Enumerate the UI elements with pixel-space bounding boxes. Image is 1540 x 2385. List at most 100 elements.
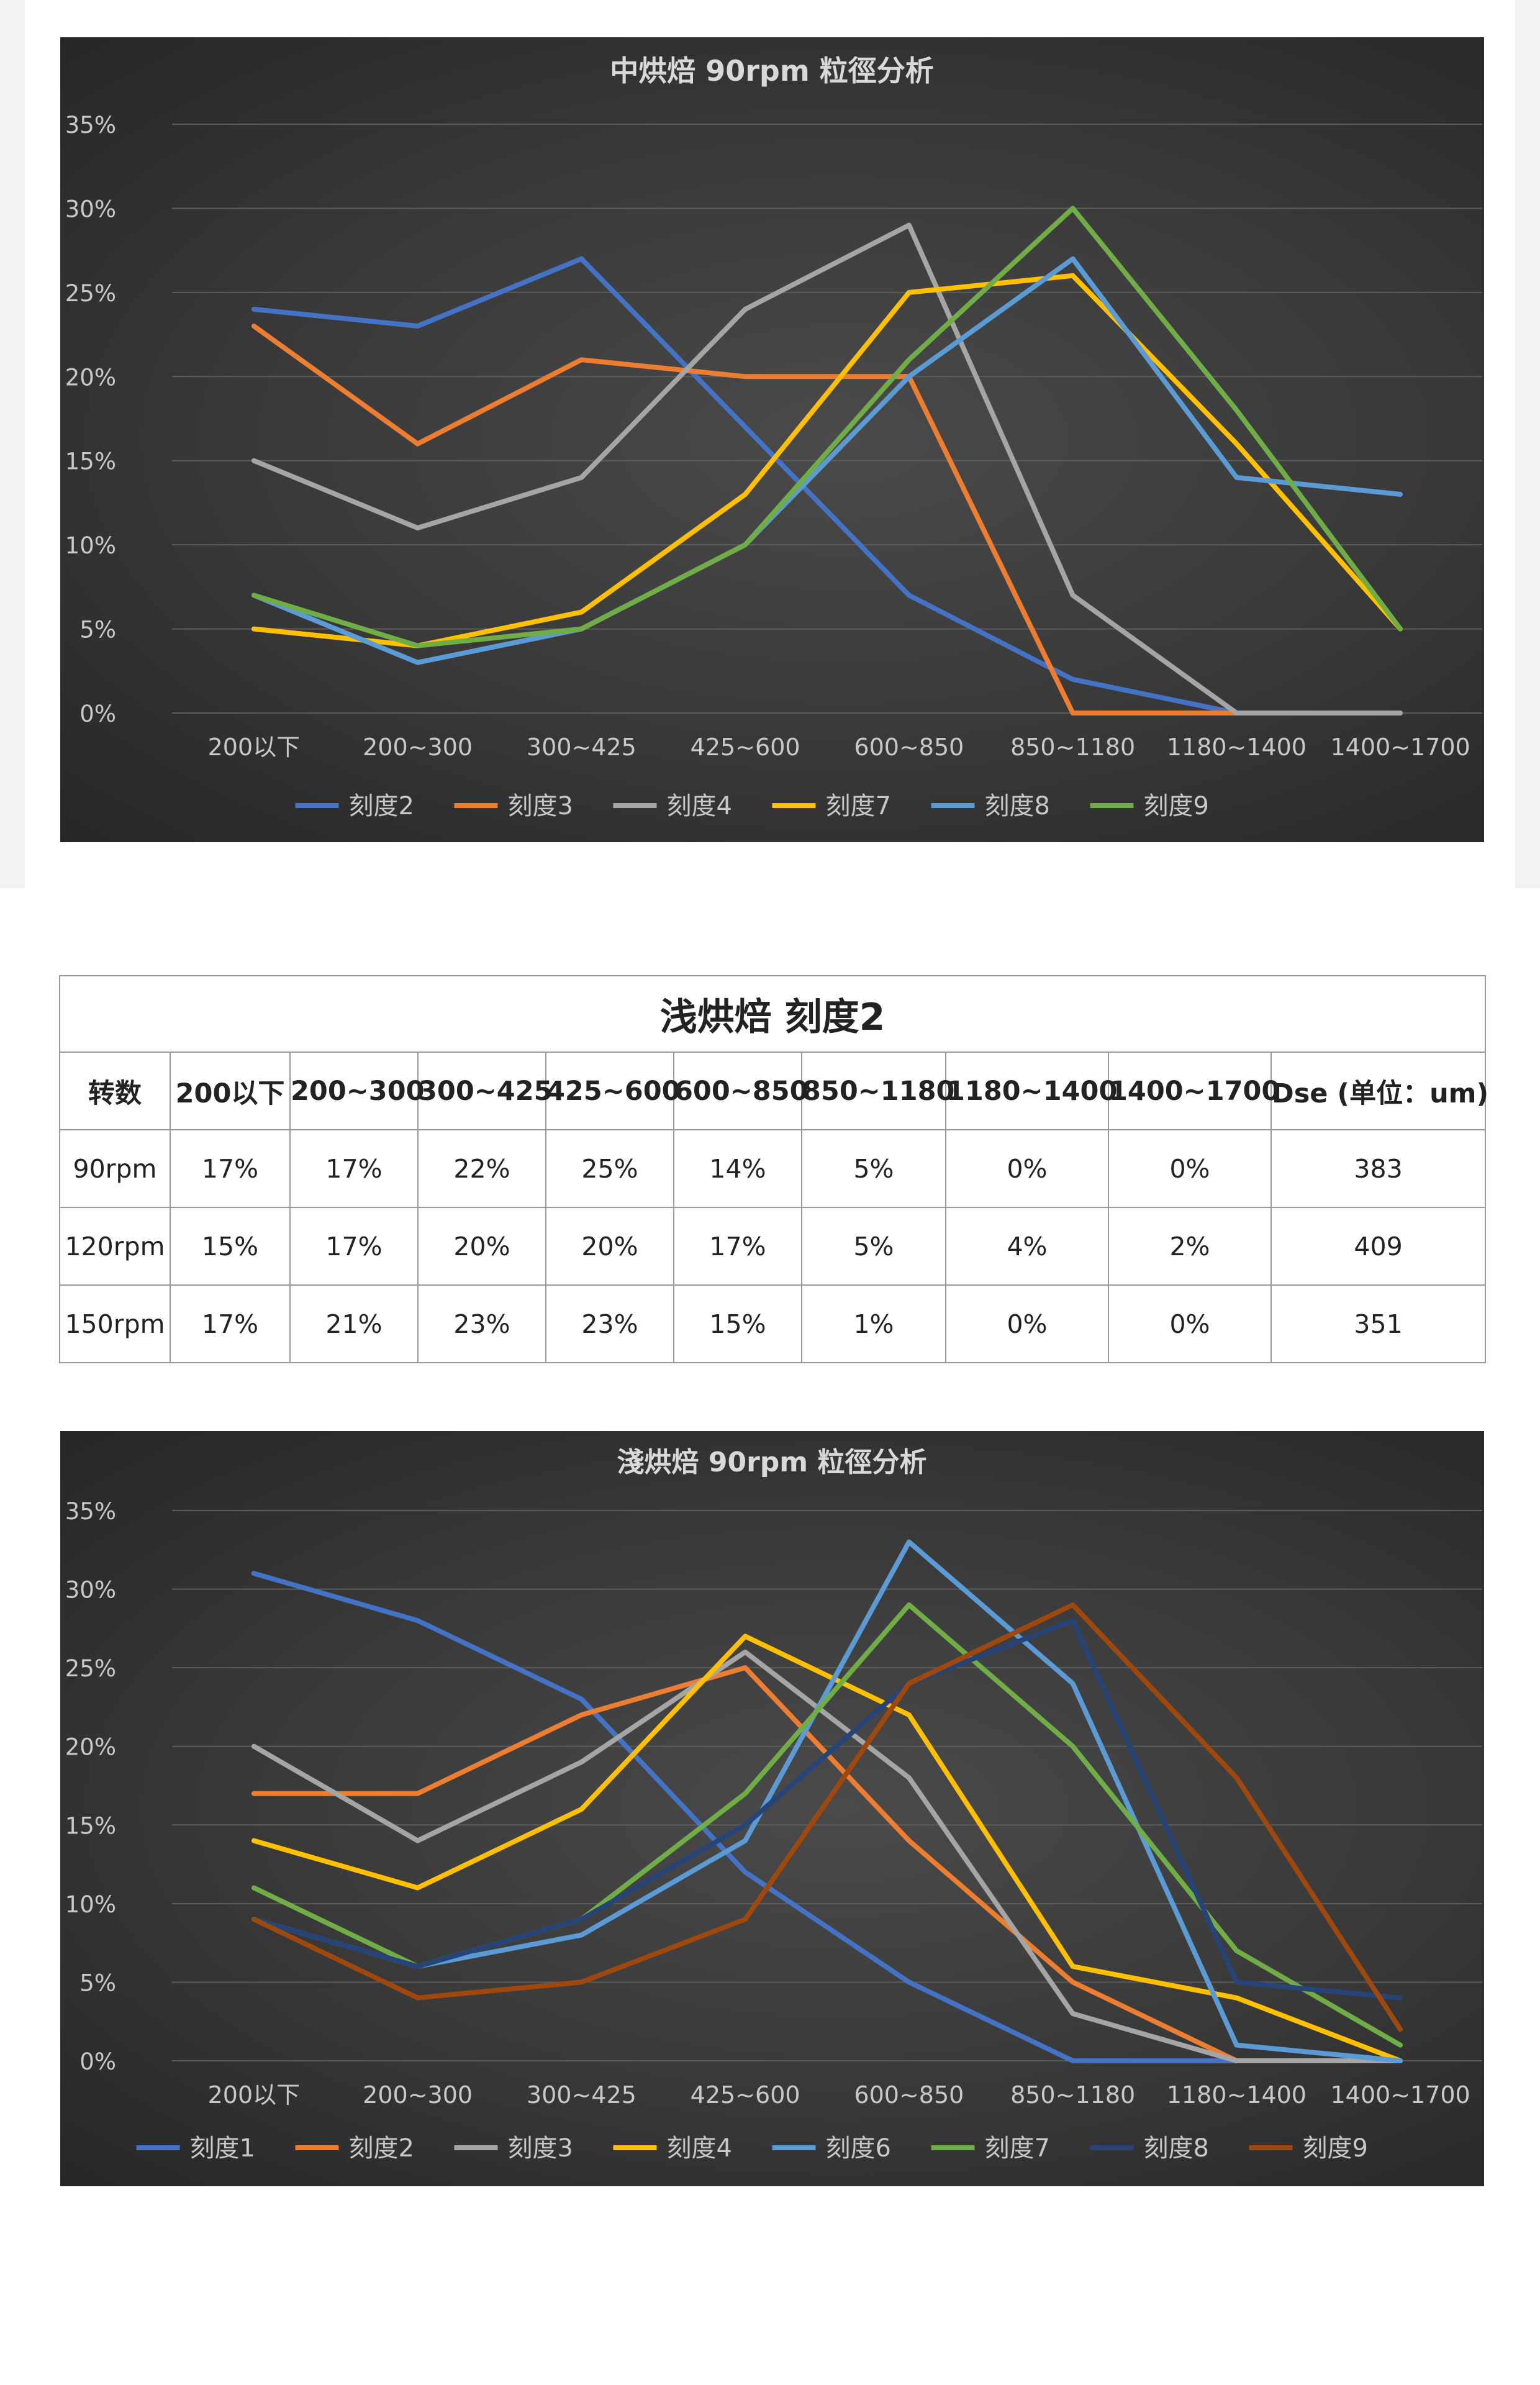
light-roast-chart-x-tick-label: 850~1180 [1010,2081,1135,2109]
table-cell: 15% [170,1207,291,1286]
medium-roast-chart-series-line [251,222,1403,716]
medium-roast-chart-legend-label: 刻度2 [349,792,414,820]
medium-roast-chart-x-tick-label: 1180~1400 [1167,734,1307,761]
light-roast-chart-legend-label: 刻度1 [190,2134,255,2163]
medium-roast-chart-y-tick-label: 15% [65,448,116,475]
medium-roast-chart-y-tick-label: 30% [65,196,116,222]
medium-roast-chart-legend-label: 刻度7 [826,792,891,820]
medium-roast-chart-svg: 中烘焙 90rpm 粒徑分析 0% 5% 10% 15% 20% 25% 30% 35% 200… [65,54,1482,820]
light-roast-chart-y-tick-label: 0% [79,2048,116,2075]
table-cell: 5% [801,1129,946,1208]
medium-roast-chart-y-tick-label: 0% [79,701,116,727]
table-column-header: 1180~1400 [945,1052,1117,1130]
table-cell: 21% [289,1284,419,1363]
table-cell: 5% [801,1207,946,1286]
light-roast-chart-y-tick-label: 25% [65,1655,116,1682]
table-cell: 0% [945,1284,1109,1363]
medium-roast-chart-x-tick-label: 425~600 [691,734,800,761]
table-cell: 14% [673,1129,802,1208]
table-title: 浅烘焙 刻度2 [58,975,1487,1053]
light-roast-chart-series-line [251,1633,1403,2063]
light-roast-chart-series-line [251,1665,1403,2063]
light-roast-chart-y-tick-label: 10% [65,1891,116,1918]
light-roast-chart-x-tick-label: 425~600 [691,2081,800,2109]
table-cell: 20% [417,1207,546,1286]
light-roast-chart-y-tick-label: 15% [65,1812,116,1839]
table-cell: 351 [1270,1284,1487,1363]
medium-roast-chart-legend-label: 刻度3 [508,792,573,820]
light-roast-chart-legend-label: 刻度9 [1303,2134,1368,2163]
medium-roast-chart-y-tick-label: 10% [65,532,116,559]
medium-roast-chart-x-tick-label: 850~1180 [1010,734,1135,761]
light-roast-chart-x-tick-label: 300~425 [527,2081,636,2109]
light-roast-chart-y-tick-label: 20% [65,1734,116,1761]
table-cell: 17% [673,1207,802,1286]
table-cell: 0% [945,1129,1109,1208]
light-roast-chart-title: 淺烘焙 90rpm 粒徑分析 [617,1447,927,1478]
light-roast-chart-legend-label: 刻度8 [1144,2134,1209,2163]
table-cell: 120rpm [59,1207,171,1286]
light-roast-chart-y-tick-label: 30% [65,1577,116,1604]
light-roast-chart-series-line [251,1602,1403,2032]
table-cell: 4% [945,1207,1109,1286]
medium-roast-chart-legend-label: 刻度9 [1144,792,1209,820]
medium-roast-chart-x-tick-label: 300~425 [527,734,636,761]
medium-roast-chart-y-tick-label: 5% [79,617,116,643]
light-roast-table: 浅烘焙 刻度2 转数 200以下 200~300 300~425 425~600 600~… [58,975,1488,1363]
table-cell: 150rpm [59,1284,171,1363]
table-column-header: 425~600 [545,1052,681,1130]
table-cell: 23% [545,1284,674,1363]
medium-roast-chart-x-tick-label: 600~850 [854,734,964,761]
table-cell: 22% [417,1129,546,1208]
light-roast-chart-svg: 淺烘焙 90rpm 粒徑分析 0% 5% 10% 15% 20% 25% 30% 35% 200… [65,1447,1482,2163]
table-column-header: 200以下 [170,1052,291,1130]
medium-roast-chart-x-tick-label: 200~300 [363,734,473,761]
light-roast-chart-y-tick-label: 5% [79,1969,116,1996]
table-cell: 409 [1270,1207,1487,1286]
table-column-header: 850~1180 [801,1052,954,1130]
table-column-header: 转数 [59,1052,171,1130]
table-cell: 1% [801,1284,946,1363]
light-roast-chart-x-tick-label: 600~850 [854,2081,964,2109]
light-roast-chart-series-line [251,1571,1403,2063]
light-roast-chart-x-tick-label: 1400~1700 [1330,2081,1470,2109]
light-roast-chart-x-tick-label: 200~300 [363,2081,473,2109]
table-cell: 17% [289,1129,419,1208]
medium-roast-chart-series-line [251,273,1403,648]
medium-roast-chart-y-tick-label: 20% [65,364,116,391]
light-roast-chart-legend-label: 刻度7 [985,2134,1050,2163]
light-roast-chart-series-line [251,1539,1403,2063]
table-cell: 383 [1270,1129,1487,1208]
medium-roast-chart-title: 中烘焙 90rpm 粒徑分析 [610,54,934,88]
medium-roast-chart-series-line [251,324,1239,716]
light-roast-chart-y-tick-label: 35% [65,1498,116,1525]
table-column-header: 1400~1700 [1108,1052,1280,1130]
table-cell: 23% [417,1284,546,1363]
light-roast-chart: 淺烘焙 90rpm 粒徑分析 0% 5% 10% 15% 20% 25% 30% 35% 200… [60,1431,1484,2186]
table-row: 90rpm 17% 17% 22% 25% 14% 5% 0% 0% 383 [59,1129,1487,1208]
table-column-header: 200~300 [289,1052,425,1130]
table-cell: 25% [545,1129,674,1208]
table-cell: 15% [673,1284,802,1363]
table-cell: 90rpm [59,1129,171,1208]
table-row: 150rpm 17% 21% 23% 23% 15% 1% 0% 0% 351 [59,1284,1487,1363]
light-roast-chart-legend-label: 刻度2 [349,2134,414,2163]
medium-roast-chart: 中烘焙 90rpm 粒徑分析 0% 5% 10% 15% 20% 25% 30% 35% 200… [60,37,1484,842]
medium-roast-chart-series-line [251,256,1239,716]
table-column-header: Dse (单位：um) [1270,1052,1488,1130]
medium-roast-chart-x-tick-label: 200以下 [208,734,301,761]
medium-roast-chart-x-tick-label: 1400~1700 [1330,734,1470,761]
medium-roast-chart-series-line [251,206,1403,648]
medium-roast-chart-legend-label: 刻度8 [985,792,1050,820]
light-roast-chart-legend-label: 刻度4 [667,2134,732,2163]
table-cell: 2% [1108,1207,1272,1286]
table-cell: 0% [1108,1284,1272,1363]
light-roast-chart-legend-label: 刻度3 [508,2134,573,2163]
light-roast-chart-series-line [251,1649,1403,2063]
medium-roast-chart-series-line [251,256,1403,665]
medium-roast-chart-y-tick-label: 25% [65,280,116,307]
light-roast-chart-x-tick-label: 1180~1400 [1167,2081,1307,2109]
table-column-header: 600~850 [673,1052,808,1130]
table-cell: 0% [1108,1129,1272,1208]
medium-roast-chart-legend-label: 刻度4 [667,792,732,820]
